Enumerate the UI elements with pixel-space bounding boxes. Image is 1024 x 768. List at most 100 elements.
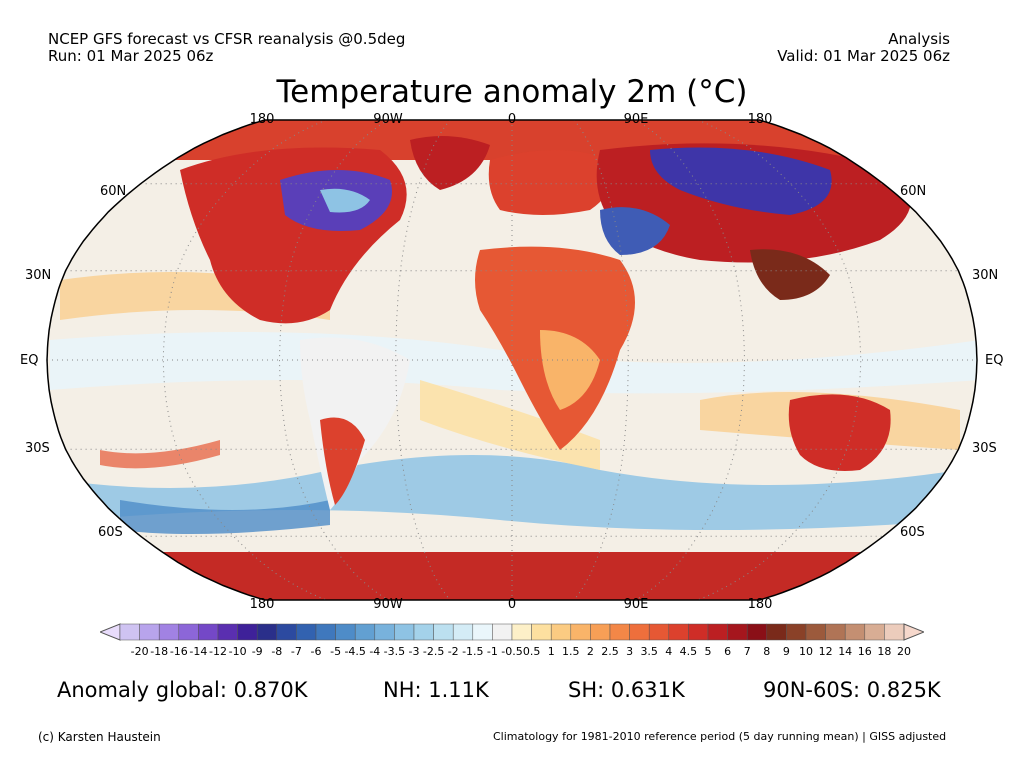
lon-label-bottom-90w: 90W bbox=[373, 597, 403, 612]
colorbar-tick-label: 8 bbox=[763, 645, 771, 658]
colorbar-cell bbox=[629, 623, 650, 641]
colorbar-cell bbox=[786, 623, 807, 641]
china-extreme-warm-anomaly bbox=[750, 249, 830, 300]
colorbar-cell bbox=[884, 623, 905, 641]
colorbar-tick-label: -0.5 bbox=[501, 645, 523, 658]
lat-label-right-60s: 60S bbox=[900, 525, 925, 540]
colorbar-cell bbox=[354, 623, 376, 641]
global-anomaly-stat: Anomaly global: 0.870K bbox=[57, 678, 308, 702]
run-time-text: Run: 01 Mar 2025 06z bbox=[48, 47, 214, 65]
colorbar-cell bbox=[158, 623, 180, 641]
antarctic-anomaly-band bbox=[47, 552, 977, 600]
colorbar-over-triangle bbox=[903, 623, 924, 641]
colorbar-tick-label: -14 bbox=[189, 645, 208, 658]
colorbar-cell bbox=[844, 623, 866, 641]
analysis-label: Analysis bbox=[888, 30, 950, 48]
colorbar-cell bbox=[570, 623, 591, 641]
caspian-cold-anomaly bbox=[600, 207, 670, 255]
colorbar-cell bbox=[648, 623, 670, 641]
lon-label-top-0: 0 bbox=[507, 112, 517, 127]
climatology-note: Climatology for 1981-2010 reference peri… bbox=[493, 730, 947, 743]
colorbar-tick-label: 20 bbox=[897, 645, 911, 658]
lat-label-right-30n: 30N bbox=[972, 268, 999, 283]
colorbar-tick-label: 7 bbox=[743, 645, 751, 658]
colorbar-cell bbox=[766, 623, 787, 641]
lat-label-left-60s: 60S bbox=[98, 525, 123, 540]
colorbar-cell bbox=[452, 623, 474, 641]
south-pacific-cold-patch bbox=[120, 500, 330, 534]
colorbar-cell bbox=[550, 623, 572, 641]
colorbar-cell bbox=[727, 623, 748, 641]
colorbar-cell bbox=[178, 623, 199, 641]
header-left: NCEP GFS forecast vs CFSR reanalysis @0.… bbox=[48, 31, 405, 65]
lat-label-left-eq: EQ bbox=[20, 353, 39, 368]
colorbar-tick-label: -12 bbox=[209, 645, 227, 658]
greenland-warm-anomaly bbox=[410, 136, 490, 190]
colorbar-under-triangle bbox=[100, 623, 121, 641]
colorbar-tick-label: -4.5 bbox=[344, 645, 366, 658]
colorbar-tick-label: -20 bbox=[130, 645, 149, 658]
colorbar-cell bbox=[511, 623, 532, 641]
graticule-lines bbox=[47, 119, 977, 601]
lat-label-left-60n: 60N bbox=[100, 184, 127, 199]
colorbar-cell bbox=[217, 623, 238, 641]
colorbar-cell bbox=[472, 623, 493, 641]
colorbar-cell bbox=[492, 623, 513, 641]
colorbar-tick-label: 1.5 bbox=[562, 645, 580, 658]
hudson-bay-patch bbox=[320, 188, 370, 213]
colorbar-tick-label: -5 bbox=[330, 645, 342, 658]
colorbar-cell bbox=[707, 623, 728, 641]
colorbar-tick-label: 18 bbox=[877, 645, 892, 658]
map-title: Temperature anomaly 2m (°C) bbox=[276, 74, 748, 110]
colorbar-cell bbox=[256, 623, 278, 641]
colorbar-tick-label: -6 bbox=[310, 645, 322, 658]
colorbar-cell bbox=[864, 623, 885, 641]
colorbar-cell bbox=[119, 623, 140, 641]
southern-ocean-cool-band bbox=[60, 455, 960, 530]
lat-label-right-60n: 60N bbox=[900, 184, 927, 199]
colorbar-tick-label: -16 bbox=[169, 645, 188, 658]
colorbar-tick-label: 4.5 bbox=[679, 645, 698, 658]
colorbar-cell bbox=[668, 623, 689, 641]
colorbar-cell bbox=[531, 623, 552, 641]
colorbar-cell bbox=[746, 623, 768, 641]
colorbar-tick-label: -2.5 bbox=[422, 645, 445, 658]
colorbar-cell bbox=[296, 623, 317, 641]
colorbar-tick-label: -3 bbox=[408, 645, 420, 658]
graticule-meridian bbox=[278, 119, 389, 601]
globe-outline bbox=[46, 119, 978, 601]
colorbar-tick-label: -18 bbox=[150, 645, 169, 658]
colorbar-tick-label: 3.5 bbox=[640, 645, 658, 658]
colorbar-tick-label: 16 bbox=[857, 645, 872, 658]
colorbar-cell bbox=[825, 623, 846, 641]
colorbar-tick-label: 12 bbox=[818, 645, 833, 658]
lon-label-bottom-180e: 180 bbox=[747, 597, 773, 612]
sh-anomaly-stat: SH: 0.631K bbox=[568, 678, 685, 702]
graticule-meridian bbox=[635, 119, 746, 601]
colorbar-cell bbox=[237, 623, 258, 641]
colorbar-tick-label: 10 bbox=[799, 645, 813, 658]
colorbar-tick-label: 6 bbox=[724, 645, 732, 658]
colorbar-cell bbox=[413, 623, 434, 641]
colorbar-cell bbox=[433, 623, 454, 641]
colorbar-cell bbox=[688, 623, 709, 641]
colorbar-cell bbox=[276, 623, 297, 641]
colorbar-cell bbox=[335, 623, 356, 641]
colorbar-tick-label: 14 bbox=[838, 645, 853, 658]
colorbar-tick-label: -9 bbox=[251, 645, 263, 658]
colorbar-cell bbox=[609, 623, 630, 641]
colorbar-tick-label: 1 bbox=[547, 645, 555, 658]
lon-label-top-180w: 180 bbox=[249, 112, 275, 127]
patagonia-warm-anomaly bbox=[320, 417, 365, 505]
colorbar-tick-label: -10 bbox=[228, 645, 247, 658]
colorbar-cell bbox=[315, 623, 336, 641]
nh-anomaly-stat: NH: 1.11K bbox=[383, 678, 489, 702]
lat-label-left-30s: 30S bbox=[25, 441, 50, 456]
header-right: Analysis Valid: 01 Mar 2025 06z bbox=[777, 31, 950, 65]
south-atlantic-warm-band bbox=[420, 380, 600, 470]
colorbar bbox=[100, 623, 924, 641]
lon-label-top-90e: 90E bbox=[623, 112, 649, 127]
colorbar-tick-label: -1 bbox=[486, 645, 498, 658]
lon-label-bottom-180w: 180 bbox=[249, 597, 275, 612]
model-source-text: NCEP GFS forecast vs CFSR reanalysis @0.… bbox=[48, 30, 406, 48]
